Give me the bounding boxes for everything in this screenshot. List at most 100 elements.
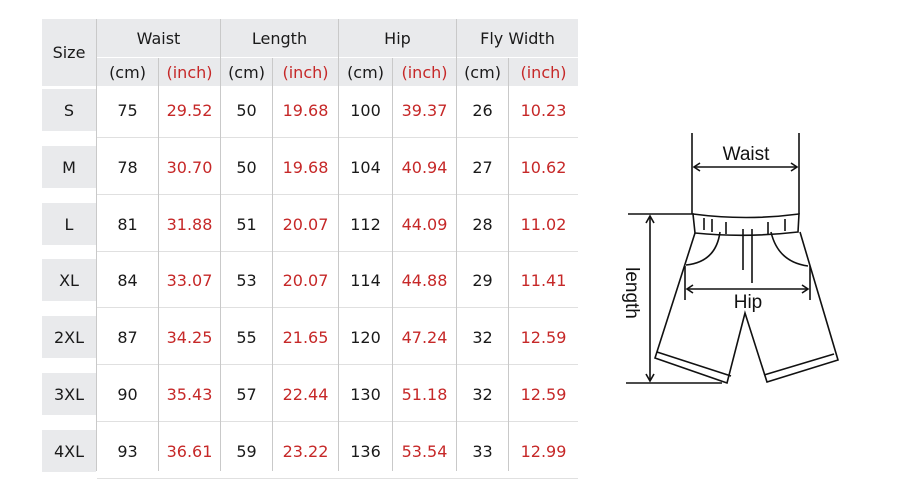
value-cell: 78 [117, 157, 138, 177]
value-cell: 19.68 [282, 100, 329, 120]
value-cell: 39.37 [401, 100, 448, 120]
value-cell: 104 [350, 157, 381, 177]
column-divider [338, 19, 339, 471]
row-divider [97, 137, 578, 138]
value-cell: 12.59 [520, 384, 567, 404]
value-cell: 51 [236, 214, 257, 234]
value-cell: 130 [350, 384, 381, 404]
unit-cm-header: (cm) [221, 58, 272, 86]
column-divider [508, 58, 509, 471]
value-cell: 29 [472, 270, 493, 290]
size-cell: 4XL [42, 430, 96, 472]
size-cell: XL [42, 259, 96, 301]
row-divider [97, 364, 578, 365]
value-cell: 53 [236, 270, 257, 290]
value-cell: 23.22 [282, 441, 329, 461]
length-measure [626, 213, 722, 384]
value-cell: 90 [117, 384, 138, 404]
column-divider [158, 58, 159, 471]
hip-measure [684, 266, 811, 300]
value-cell: 57 [236, 384, 257, 404]
value-cell: 34.25 [166, 327, 213, 347]
value-cell: 44.09 [401, 214, 448, 234]
hip-label: Hip [734, 292, 763, 313]
value-cell: 51.18 [401, 384, 448, 404]
value-cell: 75 [117, 100, 138, 120]
group-header: Fly Width [457, 19, 578, 57]
value-cell: 19.68 [282, 157, 329, 177]
row-divider [97, 251, 578, 252]
value-cell: 36.61 [166, 441, 213, 461]
value-cell: 136 [350, 441, 381, 461]
value-cell: 29.52 [166, 100, 213, 120]
row-divider [97, 421, 578, 422]
value-cell: 112 [350, 214, 381, 234]
unit-inch-header: (inch) [159, 58, 220, 86]
value-cell: 26 [472, 100, 493, 120]
group-header: Waist [97, 19, 220, 57]
value-cell: 27 [472, 157, 493, 177]
group-header: Length [221, 19, 338, 57]
value-cell: 47.24 [401, 327, 448, 347]
value-cell: 12.59 [520, 327, 567, 347]
value-cell: 50 [236, 157, 257, 177]
value-cell: 44.88 [401, 270, 448, 290]
value-cell: 53.54 [401, 441, 448, 461]
unit-cm-header: (cm) [97, 58, 158, 86]
value-cell: 12.99 [520, 441, 567, 461]
value-cell: 20.07 [282, 214, 329, 234]
value-cell: 84 [117, 270, 138, 290]
size-header: Size [42, 19, 96, 86]
size-cell: 3XL [42, 373, 96, 415]
unit-inch-header: (inch) [393, 58, 456, 86]
value-cell: 10.62 [520, 157, 567, 177]
size-cell: S [42, 89, 96, 131]
value-cell: 50 [236, 100, 257, 120]
column-divider [272, 58, 273, 471]
value-cell: 31.88 [166, 214, 213, 234]
unit-inch-header: (inch) [273, 58, 338, 86]
value-cell: 21.65 [282, 327, 329, 347]
value-cell: 87 [117, 327, 138, 347]
value-cell: 32 [472, 384, 493, 404]
unit-cm-header: (cm) [339, 58, 392, 86]
value-cell: 22.44 [282, 384, 329, 404]
value-cell: 55 [236, 327, 257, 347]
length-label: length [621, 267, 642, 319]
value-cell: 59 [236, 441, 257, 461]
column-divider [220, 19, 221, 471]
value-cell: 93 [117, 441, 138, 461]
value-cell: 33.07 [166, 270, 213, 290]
size-cell: L [42, 203, 96, 245]
row-divider [97, 194, 578, 195]
row-divider [97, 307, 578, 308]
value-cell: 30.70 [166, 157, 213, 177]
value-cell: 114 [350, 270, 381, 290]
size-cell: 2XL [42, 316, 96, 358]
value-cell: 40.94 [401, 157, 448, 177]
column-divider [456, 19, 457, 471]
value-cell: 28 [472, 214, 493, 234]
group-header: Hip [339, 19, 456, 57]
value-cell: 10.23 [520, 100, 567, 120]
value-cell: 11.02 [520, 214, 567, 234]
value-cell: 33 [472, 441, 493, 461]
value-cell: 81 [117, 214, 138, 234]
value-cell: 32 [472, 327, 493, 347]
value-cell: 20.07 [282, 270, 329, 290]
shorts-outline-icon [654, 213, 839, 385]
waist-measure [691, 133, 800, 214]
unit-cm-header: (cm) [457, 58, 508, 86]
waist-label: Waist [723, 144, 771, 165]
value-cell: 100 [350, 100, 381, 120]
column-divider [96, 19, 97, 471]
value-cell: 35.43 [166, 384, 213, 404]
unit-inch-header: (inch) [509, 58, 578, 86]
value-cell: 120 [350, 327, 381, 347]
size-cell: M [42, 146, 96, 188]
column-divider [392, 58, 393, 471]
value-cell: 11.41 [520, 270, 567, 290]
row-divider [97, 478, 578, 479]
